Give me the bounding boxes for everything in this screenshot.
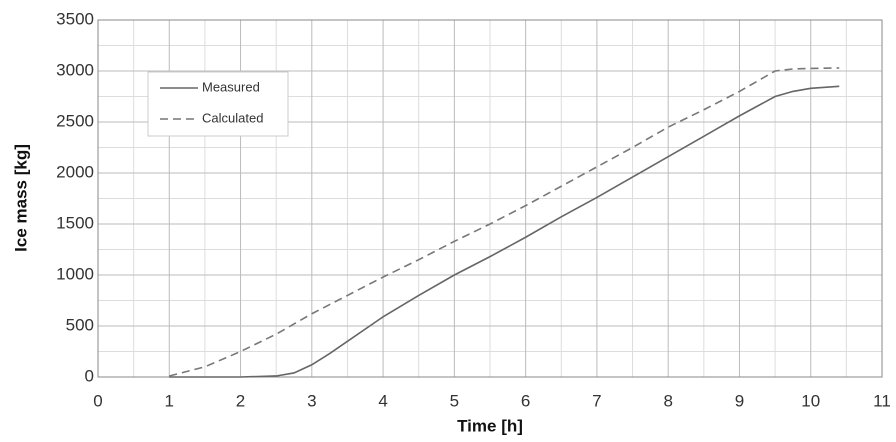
x-tick-label: 2 (236, 391, 245, 410)
y-tick-label: 3000 (56, 60, 94, 79)
chart: Time [h] Ice mass [kg] 0 500 1000 1500 2000 2… (0, 0, 896, 442)
x-tick-label: 9 (735, 391, 744, 410)
x-tick-label: 3 (307, 391, 316, 410)
y-tick-label: 2000 (56, 162, 94, 181)
x-tick-label: 5 (450, 391, 459, 410)
x-tick-label: 11 (873, 391, 891, 410)
y-axis-label: Ice mass [kg] (11, 144, 30, 252)
x-tick-label: 8 (663, 391, 672, 410)
y-tick-label: 3500 (56, 9, 94, 28)
x-tick-label: 10 (801, 391, 820, 410)
x-tick-label: 7 (592, 391, 601, 410)
x-tick-label: 0 (93, 391, 102, 410)
x-axis-label: Time [h] (457, 416, 523, 435)
y-tick-label: 1000 (56, 264, 94, 283)
x-tick-label: 4 (378, 391, 387, 410)
x-tick-label: 6 (521, 391, 530, 410)
y-tick-label: 2500 (56, 111, 94, 130)
y-tick-label: 0 (85, 366, 94, 385)
x-tick-label: 1 (165, 391, 174, 410)
legend-label: Measured (202, 79, 260, 94)
y-tick-label: 1500 (56, 213, 94, 232)
y-tick-label: 500 (66, 315, 94, 334)
legend-label: Calculated (202, 110, 263, 125)
